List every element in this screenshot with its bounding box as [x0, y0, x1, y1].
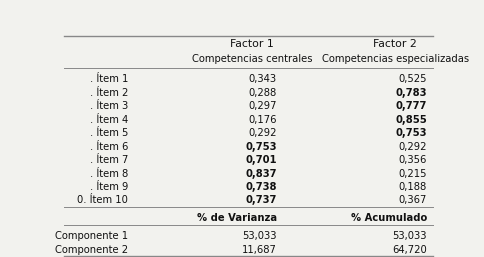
Text: 0,367: 0,367 — [398, 196, 426, 206]
Text: . Ítem 3: . Ítem 3 — [90, 101, 128, 111]
Text: 0,215: 0,215 — [398, 169, 426, 179]
Text: . Ítem 5: . Ítem 5 — [90, 128, 128, 138]
Text: % Acumulado: % Acumulado — [350, 213, 426, 223]
Text: Componente 2: Componente 2 — [55, 245, 128, 255]
Text: . Ítem 4: . Ítem 4 — [90, 115, 128, 125]
Text: 0. Ítem 10: 0. Ítem 10 — [77, 196, 128, 206]
Text: 0,176: 0,176 — [248, 115, 276, 125]
Text: 0,753: 0,753 — [395, 128, 426, 138]
Text: 0,738: 0,738 — [245, 182, 276, 192]
Text: Factor 1: Factor 1 — [230, 39, 273, 49]
Text: 11,687: 11,687 — [242, 245, 276, 255]
Text: Factor 2: Factor 2 — [373, 39, 416, 49]
Text: 0,297: 0,297 — [248, 101, 276, 111]
Text: Componente 1: Componente 1 — [55, 231, 128, 241]
Text: . Ítem 2: . Ítem 2 — [90, 88, 128, 98]
Text: . Ítem 1: . Ítem 1 — [90, 74, 128, 84]
Text: Competencias especializadas: Competencias especializadas — [321, 54, 468, 63]
Text: 64,720: 64,720 — [392, 245, 426, 255]
Text: 0,753: 0,753 — [245, 142, 276, 152]
Text: Competencias centrales: Competencias centrales — [192, 54, 312, 63]
Text: 0,855: 0,855 — [394, 115, 426, 125]
Text: . Ítem 7: . Ítem 7 — [90, 155, 128, 165]
Text: 0,292: 0,292 — [398, 142, 426, 152]
Text: . Ítem 6: . Ítem 6 — [90, 142, 128, 152]
Text: 53,033: 53,033 — [392, 231, 426, 241]
Text: 0,701: 0,701 — [244, 155, 276, 165]
Text: % de Varianza: % de Varianza — [196, 213, 276, 223]
Text: . Ítem 8: . Ítem 8 — [90, 169, 128, 179]
Text: 0,525: 0,525 — [398, 74, 426, 84]
Text: 0,343: 0,343 — [248, 74, 276, 84]
Text: 0,783: 0,783 — [395, 88, 426, 98]
Text: 0,837: 0,837 — [245, 169, 276, 179]
Text: 0,356: 0,356 — [398, 155, 426, 165]
Text: . Ítem 9: . Ítem 9 — [90, 182, 128, 192]
Text: 53,033: 53,033 — [242, 231, 276, 241]
Text: 0,292: 0,292 — [248, 128, 276, 138]
Text: 0,188: 0,188 — [398, 182, 426, 192]
Text: 0,737: 0,737 — [245, 196, 276, 206]
Text: 0,288: 0,288 — [248, 88, 276, 98]
Text: 0,777: 0,777 — [395, 101, 426, 111]
